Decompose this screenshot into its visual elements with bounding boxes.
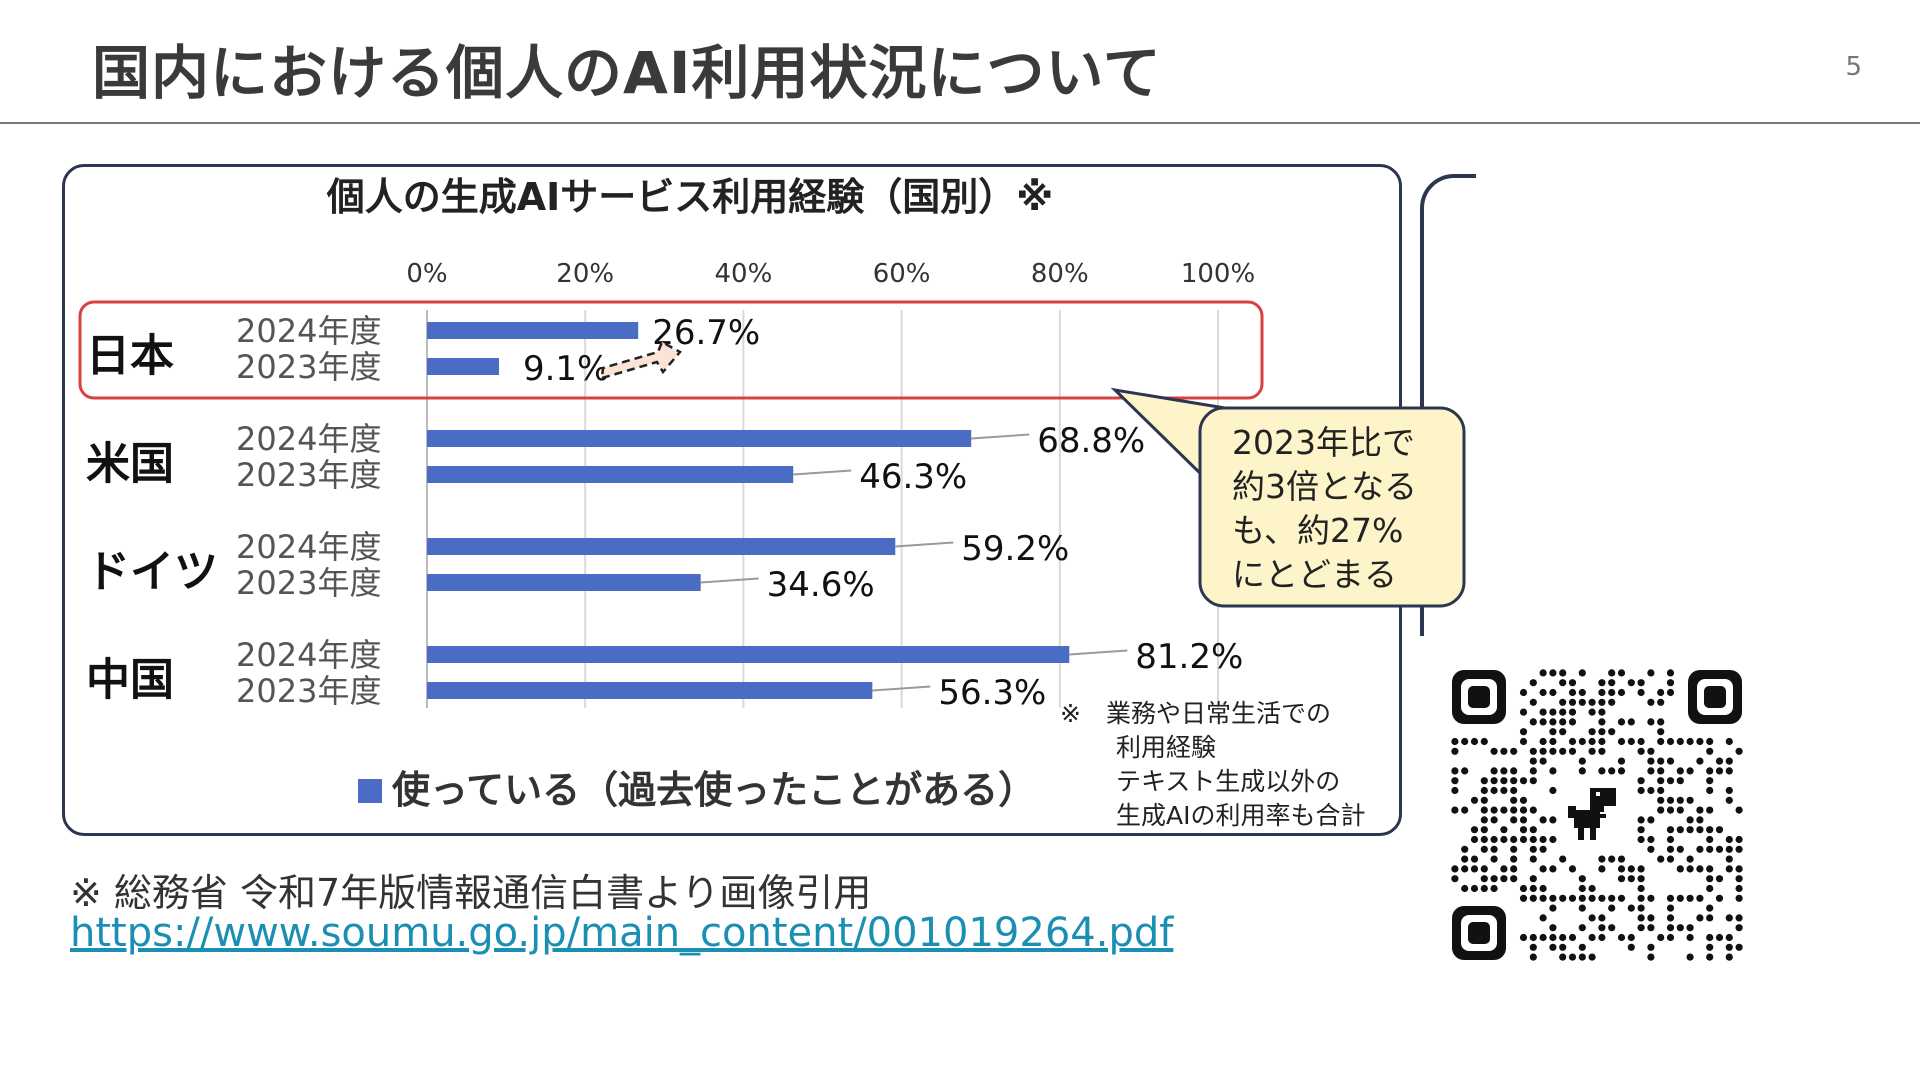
increase-arrow-icon bbox=[600, 340, 682, 380]
year-label: 2023年度 bbox=[236, 672, 381, 710]
bar bbox=[427, 322, 639, 339]
leader-line bbox=[1069, 649, 1128, 656]
japan-highlight-box bbox=[78, 300, 1264, 400]
svg-text:2023年比で約3倍となるも、約27%にとどまる: 2023年比で約3倍となるも、約27% にとどまる bbox=[1232, 423, 1417, 594]
category-label: 日本 bbox=[86, 331, 174, 382]
leader-line bbox=[872, 685, 931, 692]
category-label: ドイツ bbox=[86, 547, 218, 598]
leader-line bbox=[700, 577, 759, 584]
page-number: 5 bbox=[1845, 52, 1862, 82]
year-label: 2023年度 bbox=[236, 456, 381, 494]
legend-label: 使っている（過去使ったことがある） bbox=[392, 768, 1036, 812]
value-label: 9.1% bbox=[523, 349, 609, 389]
value-label: 34.6% bbox=[767, 565, 875, 605]
year-label: 2024年度 bbox=[236, 636, 381, 674]
year-label: 2023年度 bbox=[236, 564, 381, 602]
chart-grid bbox=[426, 310, 1219, 708]
value-label: 59.2% bbox=[961, 529, 1069, 569]
callout-line: 約3倍となる bbox=[1232, 467, 1417, 506]
leader-line bbox=[895, 541, 954, 548]
callout-bubble: 2023年比で約3倍となるも、約27% にとどまる bbox=[1110, 387, 1466, 608]
bar bbox=[427, 430, 972, 447]
bar bbox=[427, 682, 873, 699]
qr-code[interactable] bbox=[1450, 668, 1744, 962]
x-tick-label: 20% bbox=[556, 259, 614, 289]
chart-bars: 日本 2024年度 26.7%2023年度 9.1%米国 2024年度 68.8%2023… bbox=[86, 312, 1243, 713]
year-label: 2024年度 bbox=[236, 312, 381, 350]
footnote-line: ※ 業務や日常生活での bbox=[1060, 699, 1331, 728]
bar bbox=[427, 358, 499, 375]
leader-line bbox=[793, 469, 852, 476]
callout-line: 2023年比で bbox=[1232, 423, 1415, 462]
year-label: 2023年度 bbox=[236, 348, 381, 386]
source-citation: ※ 総務省 令和7年版情報通信白書より画像引用 bbox=[70, 871, 872, 915]
value-label: 68.8% bbox=[1037, 421, 1145, 461]
value-label: 46.3% bbox=[859, 457, 967, 497]
bar bbox=[427, 466, 794, 483]
slide-title: 国内における個人のAI利用状況について bbox=[92, 39, 1162, 107]
value-label: 81.2% bbox=[1135, 637, 1243, 677]
bar bbox=[427, 538, 896, 555]
callout-line: も、約27% bbox=[1232, 511, 1403, 550]
category-label: 中国 bbox=[86, 655, 174, 706]
source-link[interactable]: https://www.soumu.go.jp/main_content/001… bbox=[70, 910, 1174, 956]
chart-legend: 使っている（過去使ったことがある） bbox=[358, 768, 1036, 812]
leader-line bbox=[971, 433, 1030, 440]
title-divider bbox=[0, 122, 1920, 124]
legend-swatch bbox=[358, 779, 382, 803]
value-label: 56.3% bbox=[938, 673, 1046, 713]
callout-line: にとどまる bbox=[1232, 555, 1397, 594]
bar bbox=[427, 574, 701, 591]
bar bbox=[427, 646, 1070, 663]
x-tick-label: 100% bbox=[1181, 259, 1255, 289]
footnote-line: 生成AIの利用率も合計 bbox=[1116, 801, 1365, 830]
year-label: 2024年度 bbox=[236, 528, 381, 566]
footnote-line: テキスト生成以外の bbox=[1116, 767, 1340, 796]
x-tick-label: 80% bbox=[1031, 259, 1089, 289]
x-tick-label: 40% bbox=[715, 259, 773, 289]
footnote-line: 利用経験 bbox=[1116, 733, 1216, 762]
x-axis-ticks: 0% 20% 40% 60% 80% 100% bbox=[406, 259, 1255, 289]
dinosaur-icon bbox=[1568, 788, 1616, 840]
year-label: 2024年度 bbox=[236, 420, 381, 458]
chart-frame bbox=[62, 164, 1402, 836]
chart-title: 個人の生成AIサービス利用経験（国別）※ bbox=[326, 175, 1054, 219]
x-tick-label: 60% bbox=[873, 259, 931, 289]
x-tick-label: 0% bbox=[406, 259, 447, 289]
side-bracket bbox=[1420, 174, 1476, 636]
category-label: 米国 bbox=[86, 439, 174, 490]
